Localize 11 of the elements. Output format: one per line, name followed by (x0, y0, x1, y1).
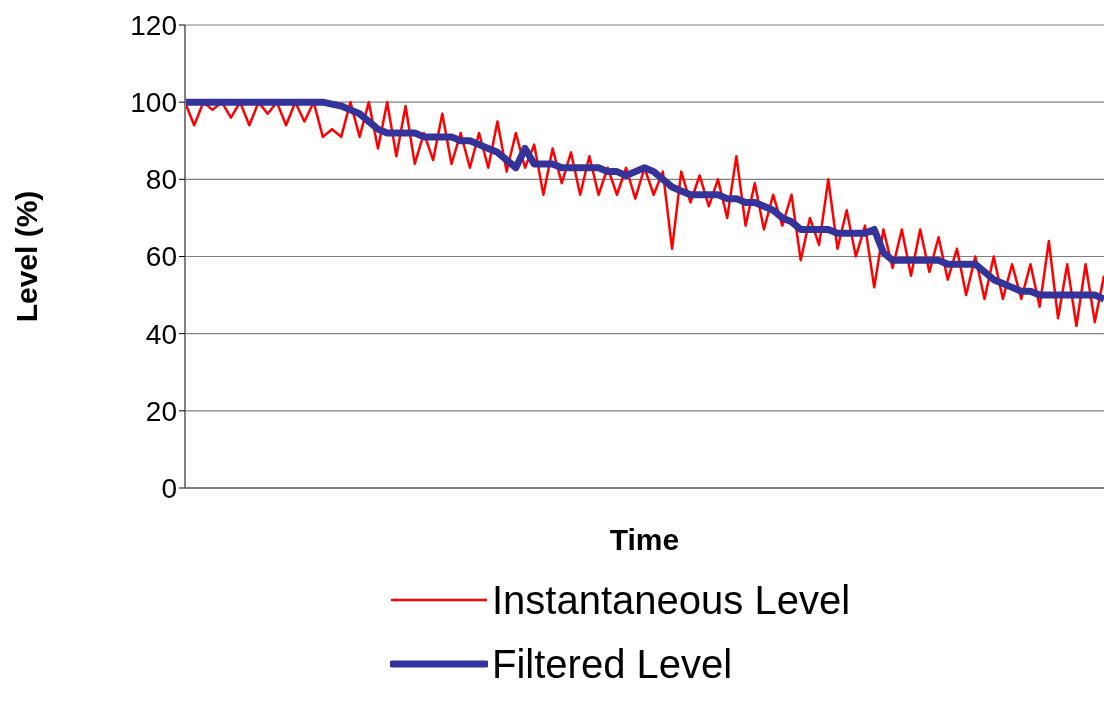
legend-label: Filtered Level (492, 641, 733, 687)
y-tick-label: 0 (161, 472, 177, 504)
y-tick-label: 100 (130, 87, 177, 119)
x-axis-title: Time (609, 523, 680, 556)
y-tick-label: 120 (130, 9, 177, 41)
y-tick-label: 20 (145, 395, 177, 427)
legend-label: Instantaneous Level (492, 577, 851, 623)
y-tick-label: 80 (145, 164, 177, 196)
y-tick-label: 40 (145, 318, 177, 350)
y-axis-title: Level (%) (9, 190, 43, 323)
y-tick-label: 60 (145, 241, 177, 273)
